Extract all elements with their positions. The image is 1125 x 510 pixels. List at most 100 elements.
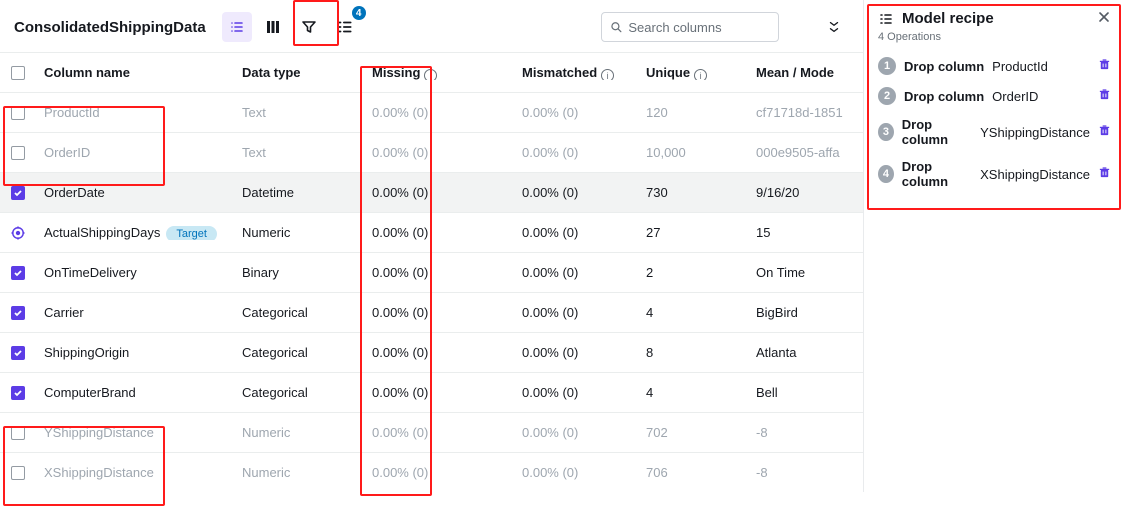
search-input-wrapper[interactable]: [601, 12, 779, 42]
table-row[interactable]: OnTimeDeliveryBinary0.00% (0)0.00% (0)2O…: [0, 252, 863, 292]
table-row[interactable]: CarrierCategorical0.00% (0)0.00% (0)4Big…: [0, 292, 863, 332]
trash-icon[interactable]: [1098, 58, 1111, 74]
toolbar: ConsolidatedShippingData 4: [0, 0, 863, 52]
row-meanmode: 15: [748, 225, 858, 240]
op-arg: XShippingDistance: [980, 167, 1090, 182]
op-arg: OrderID: [992, 89, 1038, 104]
collapse-icon[interactable]: [819, 12, 849, 42]
col-datatype-header[interactable]: Data type: [234, 65, 364, 80]
trash-icon[interactable]: [1098, 88, 1111, 104]
op-number: 2: [878, 87, 896, 105]
row-missing: 0.00% (0): [364, 345, 514, 360]
table-header-row: Column name Data type Missingi Mismatche…: [0, 52, 863, 92]
table-row[interactable]: ProductIdText0.00% (0)0.00% (0)120cf7171…: [0, 92, 863, 132]
row-unique: 8: [638, 345, 748, 360]
info-icon[interactable]: i: [694, 69, 707, 80]
table-row[interactable]: XShippingDistanceNumeric0.00% (0)0.00% (…: [0, 452, 863, 492]
info-icon[interactable]: i: [601, 69, 614, 80]
table-row[interactable]: YShippingDistanceNumeric0.00% (0)0.00% (…: [0, 412, 863, 452]
row-name: ProductId: [36, 105, 234, 120]
row-missing: 0.00% (0): [364, 145, 514, 160]
trash-icon[interactable]: [1098, 166, 1111, 182]
row-name: ComputerBrand: [36, 385, 234, 400]
row-datatype: Categorical: [234, 305, 364, 320]
row-checkbox[interactable]: [11, 346, 25, 360]
table-row[interactable]: ShippingOriginCategorical0.00% (0)0.00% …: [0, 332, 863, 372]
row-meanmode: BigBird: [748, 305, 858, 320]
close-icon[interactable]: [1097, 10, 1111, 27]
target-icon: [11, 226, 25, 240]
search-input[interactable]: [628, 20, 770, 35]
table-row[interactable]: ActualShippingDaysTargetNumeric0.00% (0)…: [0, 212, 863, 252]
recipe-op[interactable]: 1 Drop column ProductId: [878, 51, 1111, 81]
row-missing: 0.00% (0): [364, 385, 514, 400]
row-checkbox[interactable]: [11, 106, 25, 120]
row-meanmode: Atlanta: [748, 345, 858, 360]
select-all-checkbox[interactable]: [11, 66, 25, 80]
row-meanmode: -8: [748, 465, 858, 480]
row-datatype: Categorical: [234, 345, 364, 360]
row-checkbox[interactable]: [11, 426, 25, 440]
row-missing: 0.00% (0): [364, 225, 514, 240]
op-number: 4: [878, 165, 894, 183]
col-mismatched-header[interactable]: Mismatchedi: [514, 65, 638, 81]
row-checkbox[interactable]: [11, 386, 25, 400]
row-checkbox[interactable]: [11, 306, 25, 320]
op-action: Drop column: [904, 59, 984, 74]
col-meanmode-header[interactable]: Mean / Mode: [748, 65, 858, 80]
row-checkbox[interactable]: [11, 266, 25, 280]
row-mismatched: 0.00% (0): [514, 145, 638, 160]
row-datatype: Categorical: [234, 385, 364, 400]
row-mismatched: 0.00% (0): [514, 425, 638, 440]
row-datatype: Text: [234, 145, 364, 160]
page-title: ConsolidatedShippingData: [14, 19, 206, 36]
table-row[interactable]: ComputerBrandCategorical0.00% (0)0.00% (…: [0, 372, 863, 412]
recipe-title: Model recipe: [902, 10, 1089, 27]
op-action: Drop column: [902, 159, 972, 189]
row-mismatched: 0.00% (0): [514, 465, 638, 480]
row-missing: 0.00% (0): [364, 265, 514, 280]
op-arg: YShippingDistance: [980, 125, 1090, 140]
table-row[interactable]: OrderIDText0.00% (0)0.00% (0)10,000000e9…: [0, 132, 863, 172]
row-mismatched: 0.00% (0): [514, 385, 638, 400]
recipe-op[interactable]: 3Drop columnYShippingDistance: [878, 111, 1111, 153]
recipe-panel: Model recipe 4 Operations 1 Drop column Pr…: [863, 0, 1125, 492]
recipe-ops-count: 4 Operations: [878, 31, 1111, 43]
recipe-icon[interactable]: 4: [330, 12, 360, 42]
op-action: Drop column: [902, 117, 972, 147]
col-missing-header[interactable]: Missingi: [364, 65, 514, 81]
list-view-icon[interactable]: [222, 12, 252, 42]
row-unique: 2: [638, 265, 748, 280]
row-mismatched: 0.00% (0): [514, 225, 638, 240]
row-mismatched: 0.00% (0): [514, 105, 638, 120]
op-number: 1: [878, 57, 896, 75]
grid-view-icon[interactable]: [258, 12, 288, 42]
row-datatype: Datetime: [234, 185, 364, 200]
row-unique: 27: [638, 225, 748, 240]
row-checkbox[interactable]: [11, 186, 25, 200]
info-icon[interactable]: i: [424, 69, 437, 80]
row-checkbox[interactable]: [11, 146, 25, 160]
row-name: OnTimeDelivery: [36, 265, 234, 280]
row-name: OrderDate: [36, 185, 234, 200]
filter-icon[interactable]: [294, 12, 324, 42]
row-missing: 0.00% (0): [364, 425, 514, 440]
row-meanmode: cf71718d-1851: [748, 105, 858, 120]
recipe-op[interactable]: 2Drop columnOrderID: [878, 81, 1111, 111]
recipe-op[interactable]: 4 Drop column XShippingDistance: [878, 153, 1111, 195]
target-chip: Target: [166, 226, 217, 240]
row-mismatched: 0.00% (0): [514, 265, 638, 280]
col-name-header[interactable]: Column name: [36, 65, 234, 80]
row-unique: 10,000: [638, 145, 748, 160]
row-datatype: Binary: [234, 265, 364, 280]
row-mismatched: 0.00% (0): [514, 345, 638, 360]
row-name: XShippingDistance: [36, 465, 234, 480]
row-name: ActualShippingDaysTarget: [36, 225, 234, 240]
table-row[interactable]: OrderDateDatetime0.00% (0)0.00% (0)7309/…: [0, 172, 863, 212]
row-checkbox[interactable]: [11, 466, 25, 480]
row-name: OrderID: [36, 145, 234, 160]
trash-icon[interactable]: [1098, 124, 1111, 140]
row-meanmode: 000e9505-affa: [748, 145, 858, 160]
col-unique-header[interactable]: Uniquei: [638, 65, 748, 81]
op-arg: ProductId: [992, 59, 1048, 74]
